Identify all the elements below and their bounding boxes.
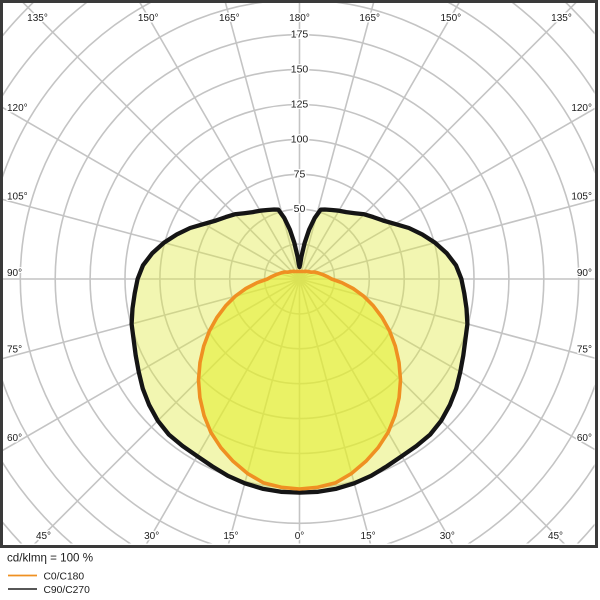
angle-label-180-right: 180°	[289, 13, 310, 24]
angle-label-165-right: 165°	[359, 13, 380, 24]
curve-fills	[131, 209, 468, 493]
angle-label-15-left: 15°	[223, 531, 238, 542]
angle-label-60-right: 60°	[577, 433, 592, 444]
angle-label-0-right: 0°	[295, 531, 305, 542]
c0-c180-curve	[196, 269, 403, 491]
angle-label-30-left: 30°	[144, 531, 159, 542]
angle-label-150-left: 150°	[138, 13, 159, 24]
radial-value-label: 50	[294, 203, 306, 215]
efficiency-caption: cd/klmη = 100 %	[7, 552, 93, 565]
angle-label-120-left: 120°	[7, 103, 28, 114]
angle-label-75-left: 75°	[7, 345, 22, 356]
radial-value-label: 125	[291, 99, 309, 111]
legend-item-c0-c180: C0/C180	[8, 572, 84, 583]
angle-label-135-right: 135°	[551, 13, 572, 24]
radial-value-label: 150	[291, 64, 309, 76]
angle-label-15-right: 15°	[361, 531, 376, 542]
angle-label-60-left: 60°	[7, 433, 22, 444]
angle-label-105-right: 105°	[571, 192, 592, 203]
legend-label-c0-c180: C0/C180	[44, 572, 85, 583]
angle-label-90-left: 90°	[7, 268, 22, 279]
c90-c270-curve	[129, 207, 470, 495]
angle-label-45-right: 45°	[548, 531, 563, 542]
radial-value-label: 75	[294, 168, 306, 180]
angle-label-135-left: 135°	[27, 13, 48, 24]
c0-c180-fill-area	[198, 271, 401, 489]
angle-label-45-left: 45°	[36, 531, 51, 542]
radial-value-label: 175	[291, 29, 309, 41]
angle-label-150-right: 150°	[440, 13, 461, 24]
legend-label-c90-c270: C90/C270	[44, 585, 91, 596]
angle-label-120-right: 120°	[571, 103, 592, 114]
legend: C0/C180 C90/C270	[8, 572, 90, 596]
plot-border	[0, 0, 598, 548]
radial-value-label: 100	[291, 133, 309, 145]
curves	[129, 207, 470, 495]
angle-label-75-right: 75°	[577, 345, 592, 356]
angle-label-90-right: 90°	[577, 268, 592, 279]
legend-item-c90-c270: C90/C270	[8, 585, 90, 596]
angle-label-165-left: 165°	[219, 13, 240, 24]
axis-labels: 50 75 100 125 150 175 0° 15° 15° 30° 30° 45° 45° 60° 6…	[6, 12, 594, 544]
angle-label-105-left: 105°	[7, 192, 28, 203]
angle-label-30-right: 30°	[440, 531, 455, 542]
